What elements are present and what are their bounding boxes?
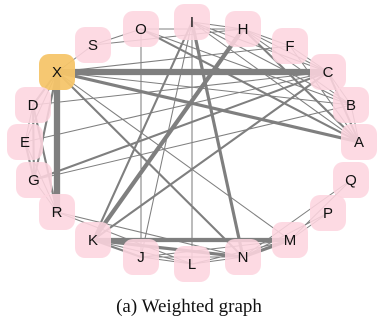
- node-x: X: [39, 54, 75, 90]
- node-box-e: [7, 124, 43, 160]
- node-label-e: E: [20, 134, 30, 151]
- node-g: G: [16, 162, 52, 198]
- edge-x-m: [56, 71, 291, 241]
- edge-x-a: [55, 70, 361, 144]
- node-label-q: Q: [345, 172, 357, 189]
- node-p: P: [310, 195, 346, 231]
- node-label-j: J: [137, 249, 145, 266]
- node-label-i: I: [190, 14, 194, 31]
- node-m: M: [272, 222, 308, 258]
- node-label-d: D: [28, 97, 39, 114]
- node-label-h: H: [238, 21, 249, 38]
- node-label-a: A: [354, 134, 364, 151]
- node-label-b: B: [346, 97, 356, 114]
- node-box-r: [39, 194, 75, 230]
- node-box-d: [15, 87, 51, 123]
- node-label-n: N: [238, 249, 249, 266]
- node-box-l: [174, 246, 210, 282]
- node-n: N: [225, 239, 261, 275]
- node-l: L: [174, 246, 210, 282]
- node-box-a: [341, 124, 377, 160]
- node-label-m: M: [284, 232, 297, 249]
- node-box-s: [75, 27, 111, 63]
- edge-o-a: [139, 27, 361, 144]
- node-label-r: R: [52, 204, 63, 221]
- node-h: H: [225, 11, 261, 47]
- node-label-l: L: [188, 256, 196, 273]
- edge-i-n: [190, 20, 245, 259]
- edge-q-n: [242, 179, 352, 258]
- node-label-x: X: [52, 64, 62, 81]
- node-k: K: [75, 222, 111, 258]
- edge-layer: [23, 20, 361, 265]
- node-box-i: [174, 4, 210, 40]
- edge-h-a: [241, 27, 361, 144]
- node-r: R: [39, 194, 75, 230]
- node-box-m: [272, 222, 308, 258]
- node-e: E: [7, 124, 43, 160]
- node-s: S: [75, 27, 111, 63]
- edge-s-h: [92, 28, 244, 46]
- edge-c-d: [32, 71, 329, 106]
- node-box-j: [123, 239, 159, 275]
- node-label-o: O: [135, 21, 147, 38]
- edge-o-b: [140, 28, 352, 106]
- node-o: O: [123, 11, 159, 47]
- node-box-o: [123, 11, 159, 47]
- edge-x-n: [55, 70, 245, 259]
- node-label-f: F: [285, 38, 294, 55]
- node-box-q: [333, 162, 369, 198]
- edge-r-l: [56, 211, 193, 265]
- node-c: C: [310, 54, 346, 90]
- node-box-f: [272, 28, 308, 64]
- node-label-c: C: [323, 64, 334, 81]
- node-box-b: [333, 87, 369, 123]
- node-box-k: [75, 222, 111, 258]
- node-d: D: [15, 87, 51, 123]
- node-box-n: [225, 239, 261, 275]
- edge-i-j: [140, 21, 193, 258]
- node-box-x: [39, 54, 75, 90]
- node-j: J: [123, 239, 159, 275]
- node-label-k: K: [88, 232, 98, 249]
- edge-x-b: [56, 71, 352, 106]
- node-label-g: G: [28, 172, 40, 189]
- edge-c-g: [32, 70, 330, 182]
- node-box-p: [310, 195, 346, 231]
- node-b: B: [333, 87, 369, 123]
- node-label-s: S: [88, 37, 98, 54]
- edge-r-n: [56, 211, 244, 258]
- node-box-h: [225, 11, 261, 47]
- node-f: F: [272, 28, 308, 64]
- edge-i-b: [191, 21, 352, 106]
- node-label-p: P: [323, 205, 333, 222]
- edge-c-k: [91, 70, 330, 242]
- node-q: Q: [333, 162, 369, 198]
- node-box-c: [310, 54, 346, 90]
- edge-c-e: [24, 71, 329, 143]
- edge-h-b: [242, 28, 352, 106]
- edge-f-x: [56, 45, 291, 73]
- node-a: A: [341, 124, 377, 160]
- node-i: I: [174, 4, 210, 40]
- figure-caption: (a) Weighted graph: [116, 296, 262, 317]
- edge-i-a: [191, 21, 360, 143]
- node-layer: I H O S F X C D B E A G Q R P K M J N L: [7, 4, 377, 282]
- node-box-g: [16, 162, 52, 198]
- edge-k-n: [91, 238, 245, 259]
